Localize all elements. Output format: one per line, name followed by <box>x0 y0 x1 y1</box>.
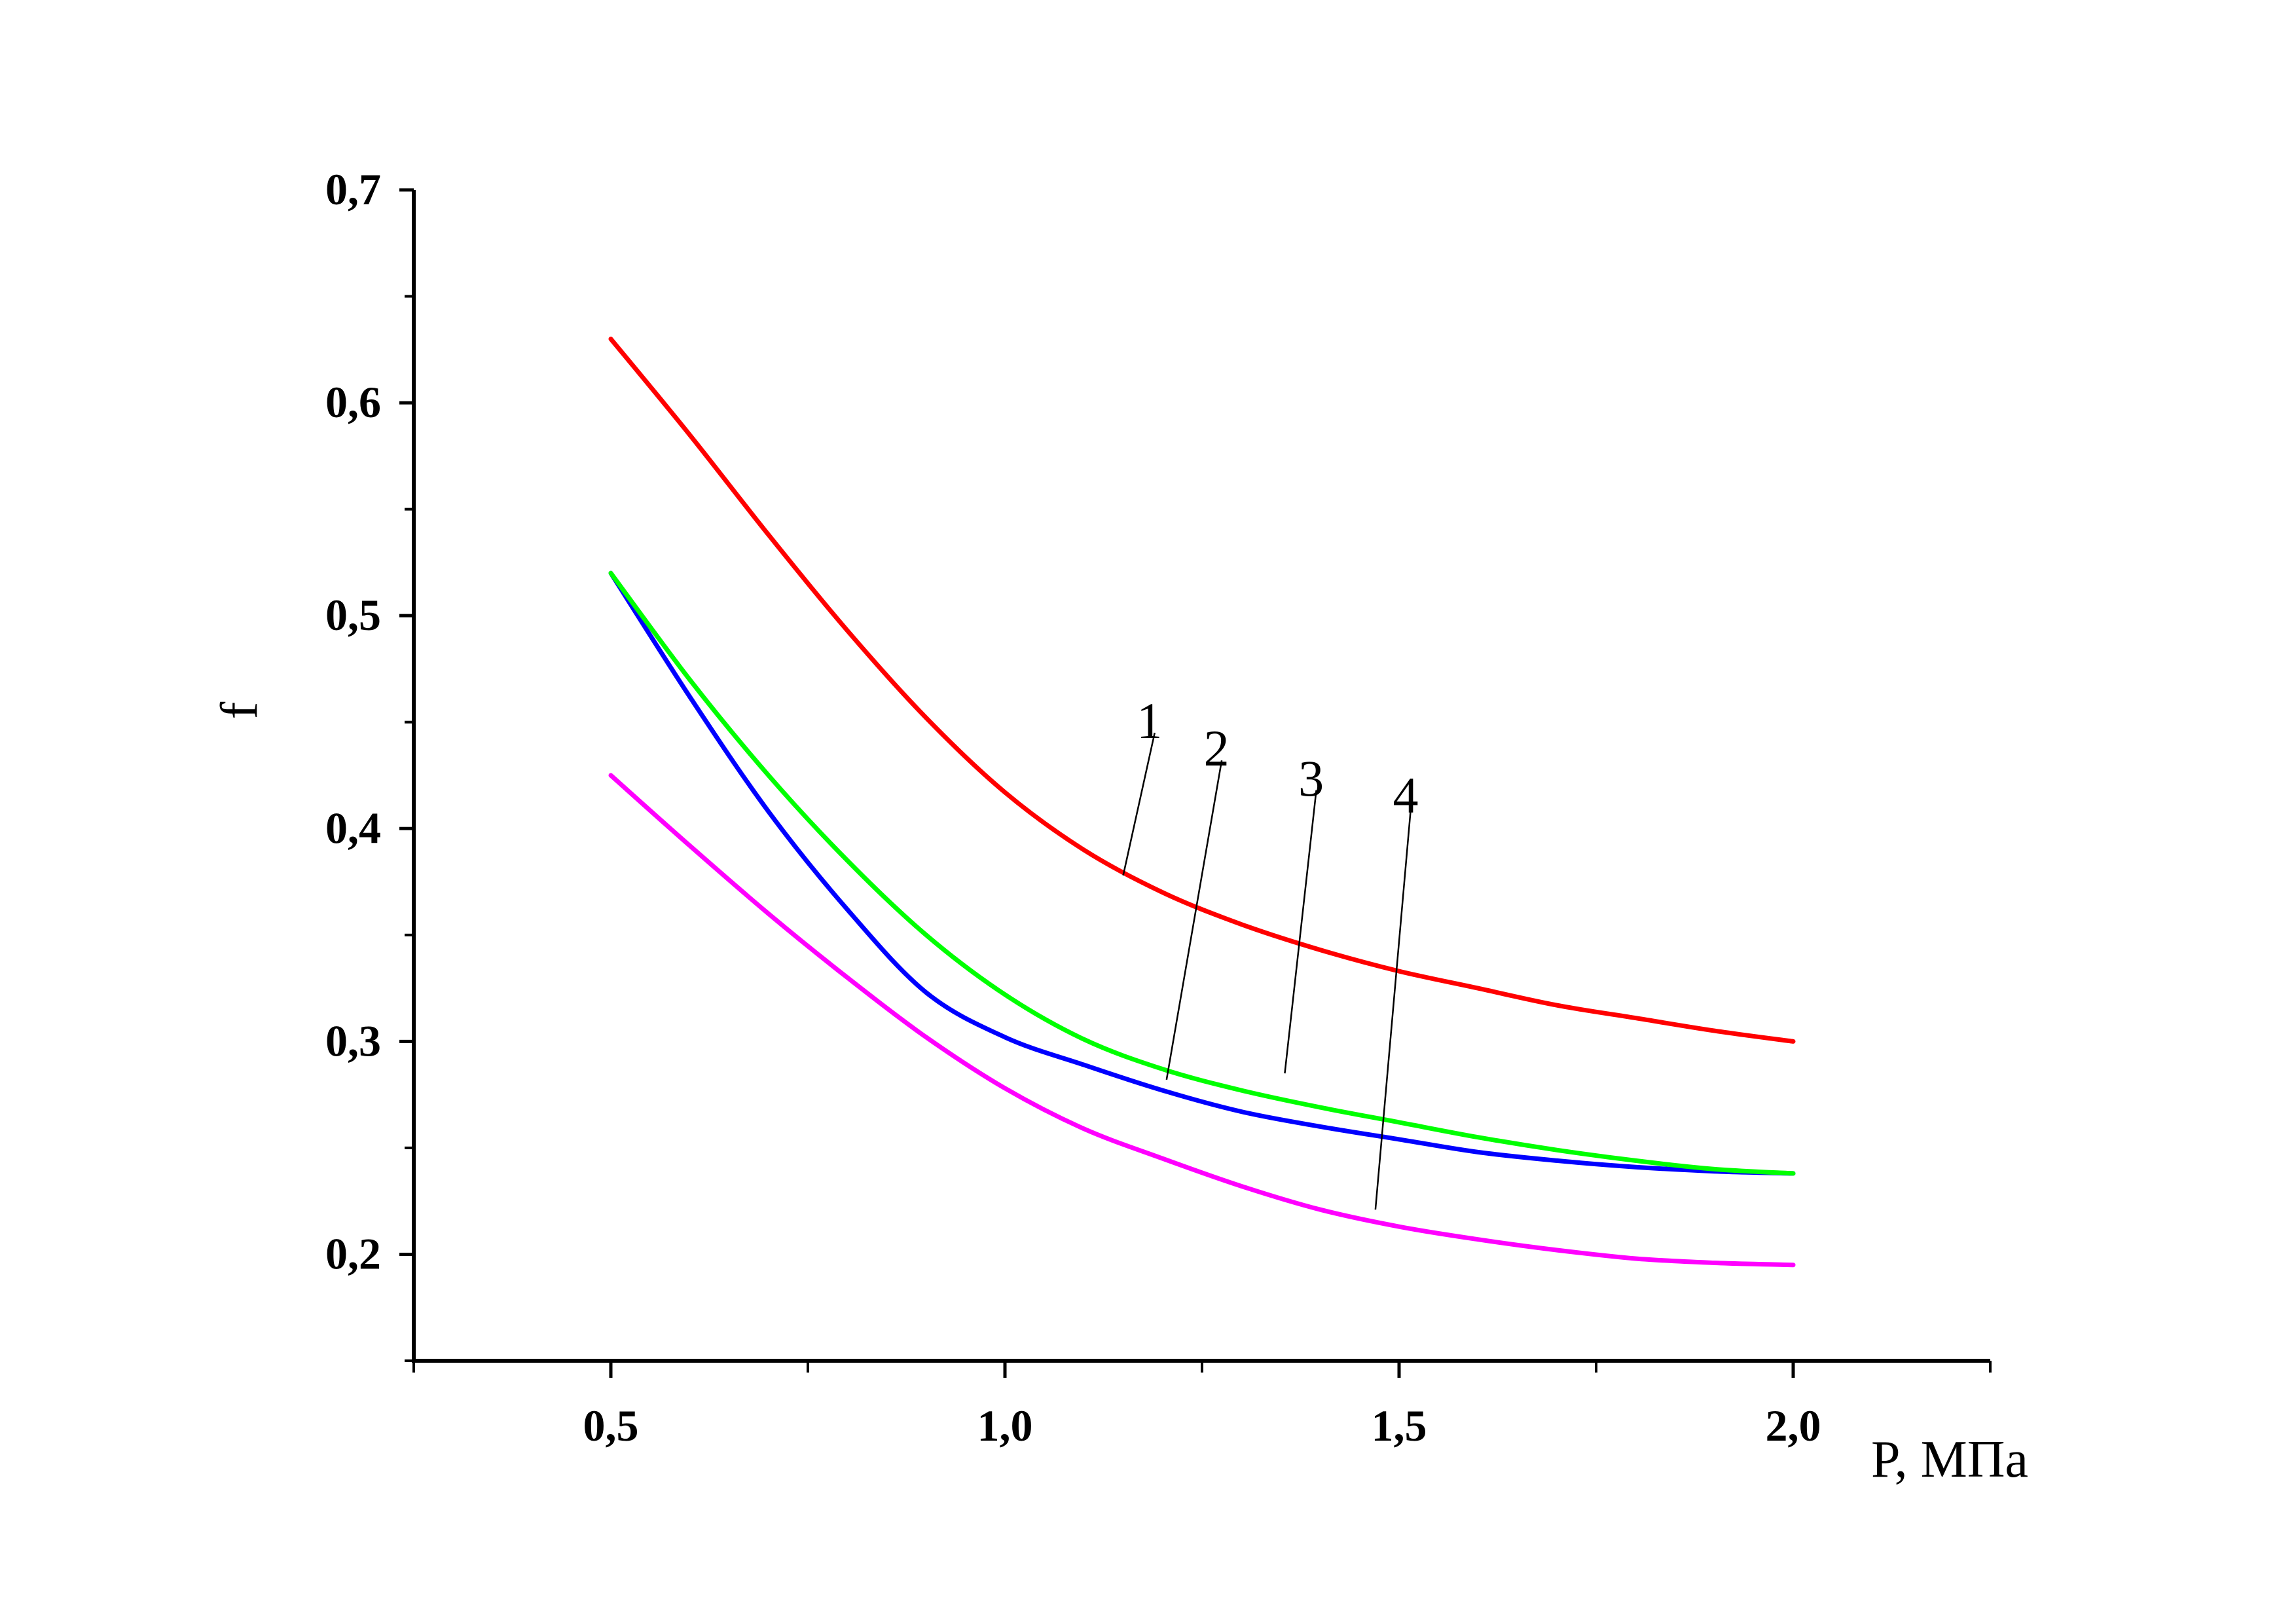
y-axis-title: f <box>211 701 268 719</box>
curve-label-2: 2 <box>1204 720 1230 777</box>
curves <box>608 337 1796 1268</box>
y-tick-label: 0,7 <box>325 164 381 214</box>
x-axis-title: P, МПа <box>1871 1431 2028 1488</box>
x-tick-label: 1,0 <box>977 1401 1033 1450</box>
curve-label-4: 4 <box>1393 767 1419 824</box>
y-tick-label: 0,5 <box>325 590 381 640</box>
series-line-4 <box>608 773 1796 1268</box>
y-tick-label: 0,4 <box>325 803 381 853</box>
series-line-2 <box>608 570 1796 1176</box>
leader-line-2 <box>1165 760 1223 1080</box>
x-tick-label: 1,5 <box>1372 1401 1427 1450</box>
series-line-3 <box>608 570 1796 1176</box>
y-tick-label: 0,3 <box>325 1016 381 1065</box>
axis-labels: f P, МПа <box>211 701 2028 1488</box>
x-tick-label: 2,0 <box>1766 1401 1821 1450</box>
axes: 0,2 0,3 0,4 0,5 0,6 0,7 0,5 1,0 1,5 2,0 <box>325 164 1992 1450</box>
curve-label-3: 3 <box>1298 750 1324 807</box>
series-line-1 <box>608 337 1796 1044</box>
leader-line-4 <box>1374 807 1412 1210</box>
y-tick-label: 0,6 <box>325 377 381 427</box>
y-tick-label: 0,2 <box>325 1228 381 1278</box>
leader-line-3 <box>1284 790 1317 1074</box>
curve-annotations: 1 2 3 4 <box>1122 692 1419 1210</box>
x-tick-label: 0,5 <box>583 1401 639 1450</box>
leader-line-1 <box>1122 732 1156 876</box>
curve-label-1: 1 <box>1137 692 1162 749</box>
